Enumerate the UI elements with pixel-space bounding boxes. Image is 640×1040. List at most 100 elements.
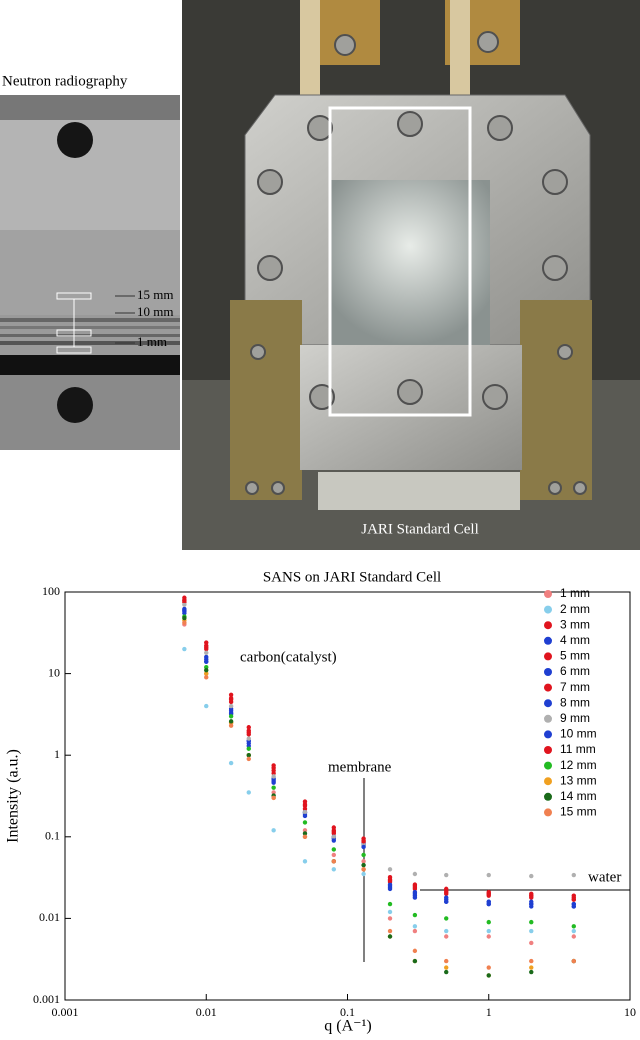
annotation: water <box>588 869 621 885</box>
data-point <box>271 780 276 785</box>
legend-marker <box>544 714 552 723</box>
legend-label: 6 mm <box>560 664 590 678</box>
data-point <box>486 973 491 978</box>
legend-marker <box>544 808 552 817</box>
chart-title: SANS on JARI Standard Cell <box>263 569 441 585</box>
data-point <box>387 909 393 915</box>
data-point <box>361 862 366 868</box>
data-point <box>412 928 418 934</box>
annotation: membrane <box>328 759 392 775</box>
x-tick-label: 10 <box>624 1005 636 1019</box>
data-point <box>412 885 418 890</box>
data-point <box>412 895 418 900</box>
data-point <box>361 839 366 844</box>
data-point <box>204 664 209 670</box>
y-axis-label: Intensity (a.u.) <box>5 749 22 843</box>
data-point <box>271 828 276 833</box>
x-tick-label: 0.001 <box>52 1005 79 1019</box>
data-point <box>204 645 209 650</box>
data-point <box>331 829 337 835</box>
data-point <box>204 703 209 709</box>
legend-marker <box>544 730 552 739</box>
data-point <box>246 756 251 762</box>
data-point <box>387 867 393 872</box>
data-point <box>571 928 576 934</box>
data-point <box>486 965 491 970</box>
data-point <box>444 958 449 964</box>
legend-label: 11 mm <box>560 742 596 756</box>
legend-label: 9 mm <box>560 711 590 725</box>
data-point <box>486 901 491 907</box>
data-point <box>302 799 308 804</box>
data-point <box>444 889 449 895</box>
data-point <box>486 872 491 878</box>
y-tick-label: 0.001 <box>33 992 60 1006</box>
data-point <box>182 620 187 625</box>
data-point <box>529 969 534 975</box>
data-point <box>529 965 534 970</box>
data-point <box>302 831 308 836</box>
data-point <box>204 650 209 655</box>
depth-label: 10 mm <box>137 304 173 319</box>
data-point <box>271 790 276 795</box>
data-point <box>271 763 276 768</box>
legend-label: 13 mm <box>560 773 597 787</box>
data-point <box>331 838 337 843</box>
data-point <box>331 852 337 858</box>
data-point <box>228 703 234 709</box>
legend-marker <box>544 792 552 801</box>
y-tick-label: 10 <box>48 665 60 679</box>
data-point <box>302 820 308 825</box>
legend-marker <box>544 636 552 645</box>
data-point <box>444 965 449 970</box>
data-point <box>444 899 449 904</box>
data-point <box>529 893 534 898</box>
data-point <box>387 882 393 887</box>
data-point <box>529 873 534 879</box>
legend-label: 2 mm <box>560 602 590 616</box>
legend-marker <box>544 777 552 786</box>
data-point <box>361 867 366 872</box>
legend-marker <box>544 605 552 614</box>
data-point <box>444 916 449 921</box>
data-point <box>228 697 234 702</box>
data-point <box>204 671 209 676</box>
data-point <box>486 934 491 939</box>
legend-marker <box>544 683 552 692</box>
data-point <box>271 795 276 801</box>
legend-label: 14 mm <box>560 789 597 803</box>
data-point <box>412 924 418 929</box>
data-point <box>271 785 276 790</box>
data-point <box>361 852 366 858</box>
data-point <box>412 912 418 918</box>
data-point <box>486 891 491 897</box>
data-point <box>246 753 251 758</box>
data-point <box>571 893 576 898</box>
x-tick-label: 0.01 <box>196 1005 217 1019</box>
data-point <box>302 834 308 839</box>
data-point <box>182 595 187 600</box>
data-point <box>331 847 337 852</box>
data-point <box>302 803 308 808</box>
data-point <box>246 746 251 751</box>
x-tick-label: 1 <box>486 1005 492 1019</box>
data-point <box>331 825 337 830</box>
legend-label: 15 mm <box>560 805 597 819</box>
data-point <box>361 859 366 864</box>
data-point <box>529 919 534 925</box>
legend-label: 1 mm <box>560 586 590 600</box>
data-point <box>412 889 418 895</box>
data-point <box>412 948 418 954</box>
data-point <box>529 899 534 904</box>
data-point <box>228 714 234 719</box>
data-point <box>331 859 337 864</box>
legend-marker <box>544 590 552 598</box>
y-tick-label: 100 <box>42 584 60 598</box>
data-point <box>228 723 234 728</box>
data-point <box>571 924 576 929</box>
data-point <box>444 969 449 975</box>
legend-marker <box>544 652 552 661</box>
data-point <box>361 844 366 850</box>
data-point <box>387 916 393 921</box>
